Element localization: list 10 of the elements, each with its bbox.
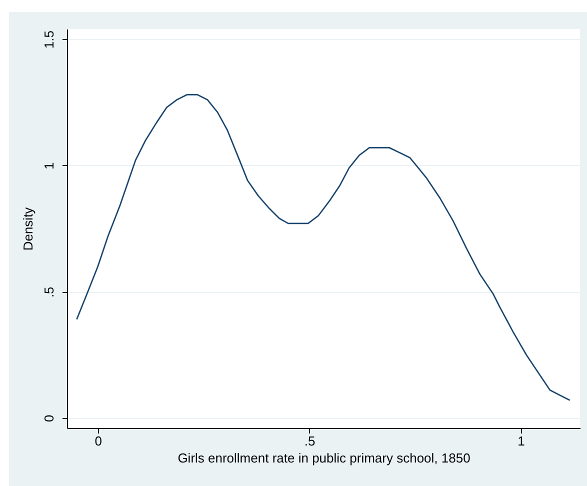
x-tick-label: 0 [94,434,102,448]
x-tick-label: 1 [518,434,525,448]
line-series [76,94,571,401]
y-tick-label: 1 [42,162,56,170]
y-tick-label: 0 [42,414,56,422]
y-axis-title: Density [20,206,36,251]
x-axis-title: Girls enrollment rate in public primary school, 1850 [178,450,470,466]
y-tick-label: 1.5 [42,30,56,49]
y-tick-label: .5 [42,286,56,298]
x-tick-label: .5 [304,434,316,448]
